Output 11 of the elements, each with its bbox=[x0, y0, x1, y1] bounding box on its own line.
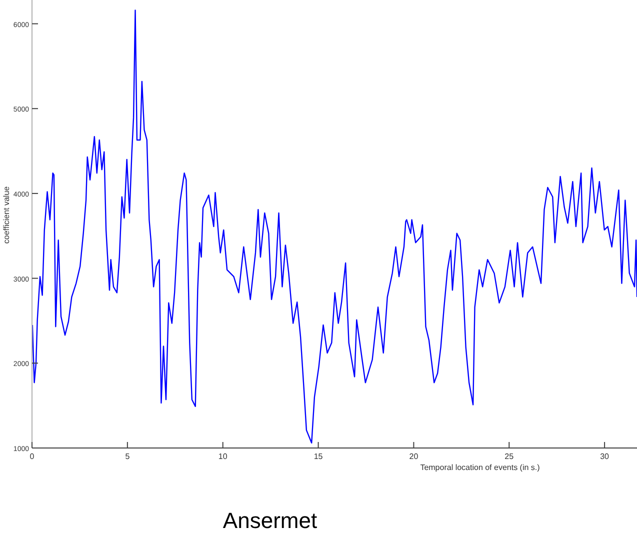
x-tick-label: 30 bbox=[600, 452, 610, 461]
x-axis-title: Temporal location of events (in s.) bbox=[420, 463, 540, 472]
x-tick-label: 0 bbox=[30, 452, 35, 461]
x-tick-label: 5 bbox=[125, 452, 130, 461]
x-tick-label: 20 bbox=[409, 452, 419, 461]
line-series bbox=[32, 10, 637, 444]
text: Ansermet bbox=[222, 508, 318, 533]
x-tick-label: 15 bbox=[314, 452, 324, 461]
x-tick-label: 25 bbox=[504, 452, 514, 461]
x-tick-label: 10 bbox=[218, 452, 228, 461]
y-axis-title: coefficient value bbox=[2, 186, 11, 244]
